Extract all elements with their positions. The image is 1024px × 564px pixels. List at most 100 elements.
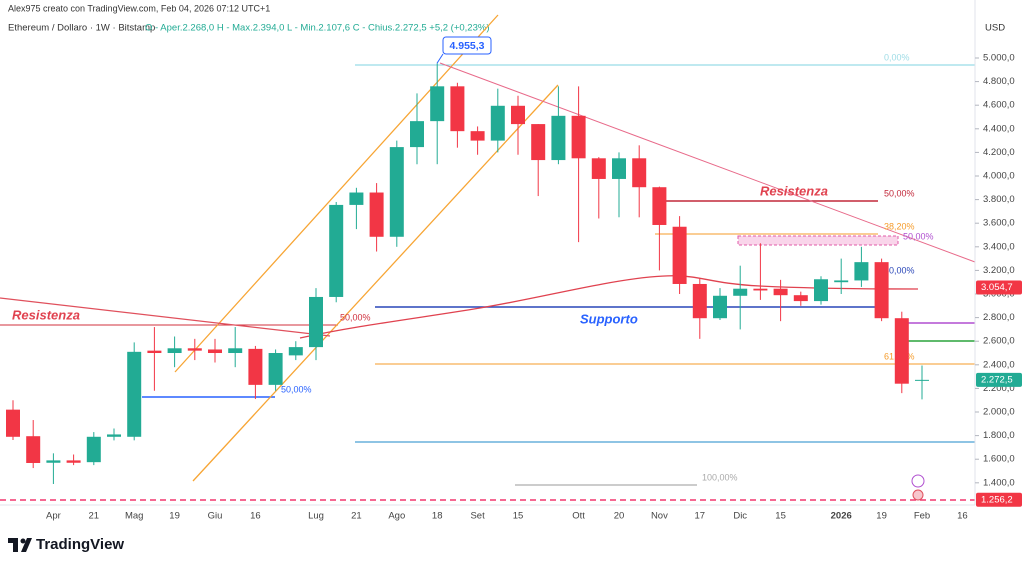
trendline: [439, 62, 976, 263]
candle-body: [410, 121, 424, 148]
brand-name: TradingView: [36, 536, 124, 553]
candle-body: [612, 158, 626, 179]
x-tick-label: 21: [89, 511, 100, 522]
annotation: 50,00%: [281, 384, 312, 394]
candle-body: [490, 105, 505, 141]
moving-average: [299, 275, 919, 339]
y-tick-label: 3.400,0: [983, 241, 1015, 252]
candle-body: [107, 434, 121, 437]
drawings: [0, 0, 976, 506]
candle-body: [591, 158, 606, 179]
annotation: Supporto: [580, 311, 638, 326]
y-tick-label: 4.600,0: [983, 100, 1015, 111]
callout-label: 4.955,3: [449, 40, 484, 52]
candle-body: [46, 460, 61, 463]
y-tick-label: 2.400,0: [983, 359, 1015, 370]
candle-body: [66, 460, 81, 463]
candle-body: [470, 131, 485, 141]
x-tick-label: Giu: [208, 511, 223, 522]
x-tick-label: Lug: [308, 511, 324, 522]
trendline: [0, 297, 331, 337]
brand: TradingView: [8, 536, 124, 553]
candle-body: [228, 348, 243, 354]
candle-body: [349, 192, 364, 205]
annotation: Resistenza: [760, 183, 828, 198]
candle-body: [26, 436, 41, 463]
x-tick-label: 15: [513, 511, 524, 522]
y-tick-label: 2.000,0: [983, 407, 1015, 418]
x-tick-label: 2026: [831, 511, 852, 522]
annotation: 38,20%: [884, 221, 915, 231]
candle-body: [309, 296, 323, 348]
annotation: Resistenza: [12, 307, 80, 322]
y-tick-label: 4.800,0: [983, 76, 1015, 87]
y-tick-label: 1.400,0: [983, 477, 1015, 488]
price-label-box: [976, 372, 1022, 387]
x-tick-label: Set: [470, 511, 485, 522]
candle-body: [773, 288, 788, 296]
y-tick-label: 3.800,0: [983, 194, 1015, 205]
candle-body: [167, 348, 182, 354]
price-label-box: [976, 280, 1022, 295]
fib-zone: [737, 235, 899, 246]
y-tick-label: 3.600,0: [983, 218, 1015, 229]
candle-body: [713, 295, 727, 319]
channel-upper: [174, 14, 499, 373]
y-tick-label: 1.800,0: [983, 430, 1015, 441]
x-tick-label: 16: [250, 511, 261, 522]
candle-body: [208, 349, 222, 354]
callout-box: [442, 36, 492, 55]
candle-body: [127, 351, 142, 437]
candle-body: [86, 436, 101, 463]
candle-body: [329, 204, 344, 297]
y-tick-label: 3.200,0: [983, 265, 1015, 276]
candle-body: [450, 86, 465, 132]
x-tick-label: Mag: [125, 511, 143, 522]
symbol-title: Ethereum / Dollaro · 1W · Bitstamp: [8, 23, 155, 34]
x-tick-label: 19: [876, 511, 887, 522]
candle-body: [632, 158, 647, 188]
candle-body: [248, 348, 263, 385]
candle-body: [692, 283, 707, 319]
callout-pointer: [436, 53, 444, 64]
annotation: 50,00%: [903, 231, 934, 241]
candle-body: [551, 115, 566, 161]
x-tick-label: 15: [775, 511, 786, 522]
candle-body: [854, 262, 869, 281]
candle-body: [288, 347, 303, 356]
x-tick-label: Dic: [733, 511, 747, 522]
logo: [8, 538, 18, 552]
logo: [21, 538, 32, 552]
candle-body: [571, 115, 586, 159]
candle-body: [733, 288, 748, 296]
y-tick-label: 4.000,0: [983, 171, 1015, 182]
candle-body: [793, 295, 808, 302]
candle-body: [511, 105, 525, 125]
candle-body: [915, 379, 929, 381]
price-label: 3.054,7: [981, 282, 1013, 293]
candle-body: [268, 353, 283, 385]
candle-body: [369, 192, 384, 237]
y-tick-label: 4.400,0: [983, 123, 1015, 134]
annotation: 60,00%: [884, 265, 915, 275]
annotation: 0,00%: [884, 52, 910, 62]
ohlc-legend: O - Aper.2.268,0 H - Max.2.394,0 L - Min…: [145, 23, 489, 34]
x-tick-label: 18: [432, 511, 443, 522]
candle-body: [389, 147, 404, 237]
y-tick-label: 2.800,0: [983, 312, 1015, 323]
candle-body: [187, 348, 202, 351]
candle-body: [834, 280, 849, 283]
candle-body: [894, 318, 909, 384]
candle-body: [430, 86, 445, 122]
annotation: 50,00%: [340, 312, 371, 322]
candle-body: [531, 124, 546, 161]
price-label: 1.256,2: [981, 494, 1013, 505]
x-tick-label: Ott: [572, 511, 585, 522]
y-tick-label: 4.200,0: [983, 147, 1015, 158]
candle-body: [672, 226, 687, 284]
candle-body: [652, 187, 667, 225]
candle-body: [6, 409, 20, 437]
